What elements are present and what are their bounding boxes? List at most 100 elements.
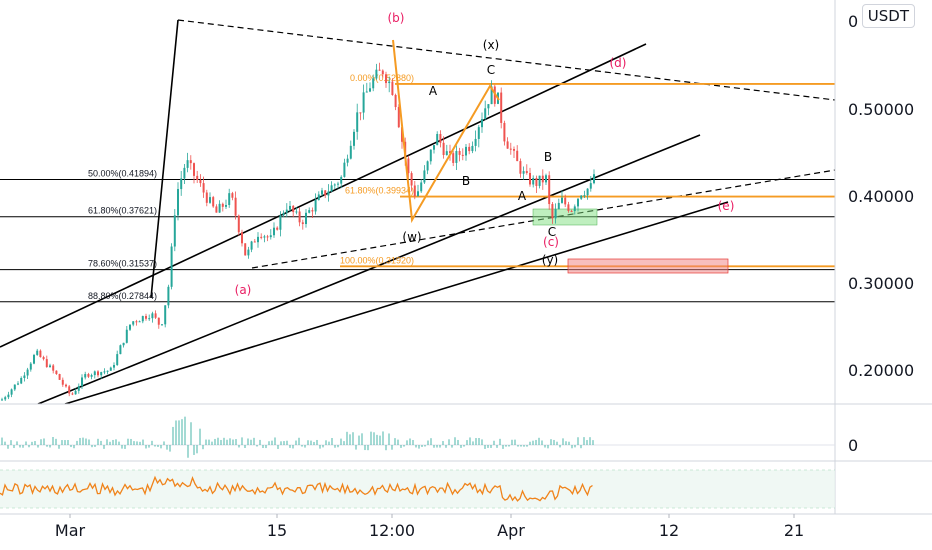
currency-badge[interactable]: USDT <box>861 4 915 28</box>
candle-body <box>570 210 573 212</box>
target-zone <box>567 258 729 274</box>
candle-body <box>109 367 112 371</box>
wave-label: (x) <box>483 38 499 52</box>
candle-body <box>266 236 269 238</box>
candle-body <box>33 354 35 364</box>
candle-body <box>103 371 106 373</box>
candle-body <box>477 127 480 139</box>
candle-body <box>471 145 474 152</box>
candle-body <box>196 175 199 180</box>
wave-path <box>392 39 500 224</box>
candle-body <box>36 350 39 355</box>
candle-body <box>580 195 583 199</box>
candle-body <box>292 205 295 213</box>
candle-body <box>189 160 192 164</box>
candle-body <box>225 204 227 207</box>
candle-body <box>407 158 410 174</box>
candle-body <box>349 145 352 159</box>
candle-body <box>90 375 93 377</box>
main-plot: 50.00%(0.41894) 61.80%(0.37621) 78.60%(0.3… <box>0 11 835 404</box>
fib-level-label: 0.00%(0.52880) <box>350 73 414 83</box>
candle-body <box>170 246 173 287</box>
candle-body <box>577 198 579 207</box>
candle-body <box>177 189 179 216</box>
fib-level-label: 100.00%(0.31920) <box>340 255 414 265</box>
candle-body <box>461 154 464 156</box>
candle-body <box>551 204 554 219</box>
candle-body <box>343 162 346 177</box>
candle-body <box>519 161 522 174</box>
candle-body <box>564 197 567 205</box>
candle-body <box>561 197 563 203</box>
wave-label: A <box>429 84 438 98</box>
candle-body <box>273 227 275 236</box>
candle-body <box>29 363 32 370</box>
candle-body <box>317 194 320 201</box>
y-tick-label: 0.30000 <box>848 274 914 293</box>
trendline <box>64 201 729 404</box>
x-tick-label: Mar <box>55 521 86 540</box>
candle-body <box>74 390 77 395</box>
candle-body <box>1 399 3 401</box>
candle-body <box>388 81 391 84</box>
candle-body <box>548 175 551 205</box>
candle-body <box>215 206 218 213</box>
candle-body <box>167 286 170 306</box>
candle-body <box>522 171 525 174</box>
candle-body <box>39 350 42 358</box>
candle-body <box>186 160 189 168</box>
candle-body <box>4 397 7 400</box>
candle-body <box>138 321 141 323</box>
candle-body <box>231 193 234 198</box>
indicator-zero-label: 0 <box>848 436 858 455</box>
pane-separators <box>0 0 932 515</box>
candle-body <box>420 182 423 192</box>
wave-label: B <box>462 174 470 188</box>
candle-body <box>516 150 519 162</box>
candle-body <box>234 197 237 216</box>
candle-body <box>49 365 51 367</box>
candle-body <box>413 185 416 197</box>
fib-level-label: 61.80%(0.39934) <box>345 186 414 196</box>
candle-body <box>100 372 103 376</box>
candle-body <box>125 329 128 343</box>
candle-body <box>449 151 451 154</box>
candle-body <box>244 243 247 256</box>
candle-body <box>327 191 330 196</box>
wave-label: (d) <box>610 56 627 70</box>
fib-level-label: 50.00%(0.41894) <box>88 169 157 179</box>
wave-label: (w) <box>402 230 421 244</box>
candle-body <box>58 374 61 380</box>
candle-body <box>589 183 592 189</box>
oscillator-pane <box>0 469 835 509</box>
candle-body <box>484 108 487 119</box>
candle-body <box>209 197 211 203</box>
candle-body <box>545 175 547 183</box>
candle-body <box>557 202 560 210</box>
candle-body <box>84 374 87 378</box>
candle-body <box>308 210 311 213</box>
candle-body <box>554 209 557 219</box>
candle-body <box>257 236 259 243</box>
candle-body <box>148 318 151 320</box>
time-axis[interactable]: Mar 15 12:00 Apr 12 21 <box>55 514 804 540</box>
candle-body <box>455 150 458 163</box>
candle-body <box>119 345 122 355</box>
candle-body <box>490 86 493 105</box>
candle-body <box>541 175 544 183</box>
candle-body <box>77 386 80 391</box>
x-tick-label: 12:00 <box>369 521 415 540</box>
candle-body <box>23 375 26 379</box>
candle-body <box>372 78 375 89</box>
candle-body <box>356 112 359 132</box>
y-tick-label: 0.50000 <box>848 100 914 119</box>
candle-body <box>65 384 67 387</box>
candle-body <box>503 122 506 142</box>
price-axis[interactable]: 0.20000 0.30000 0.40000 0.50000 0 0 <box>848 12 914 455</box>
candle-body <box>279 215 282 230</box>
candle-body <box>173 215 176 247</box>
candle-body <box>20 378 23 384</box>
candle-body <box>513 149 515 151</box>
candle-body <box>269 235 272 238</box>
